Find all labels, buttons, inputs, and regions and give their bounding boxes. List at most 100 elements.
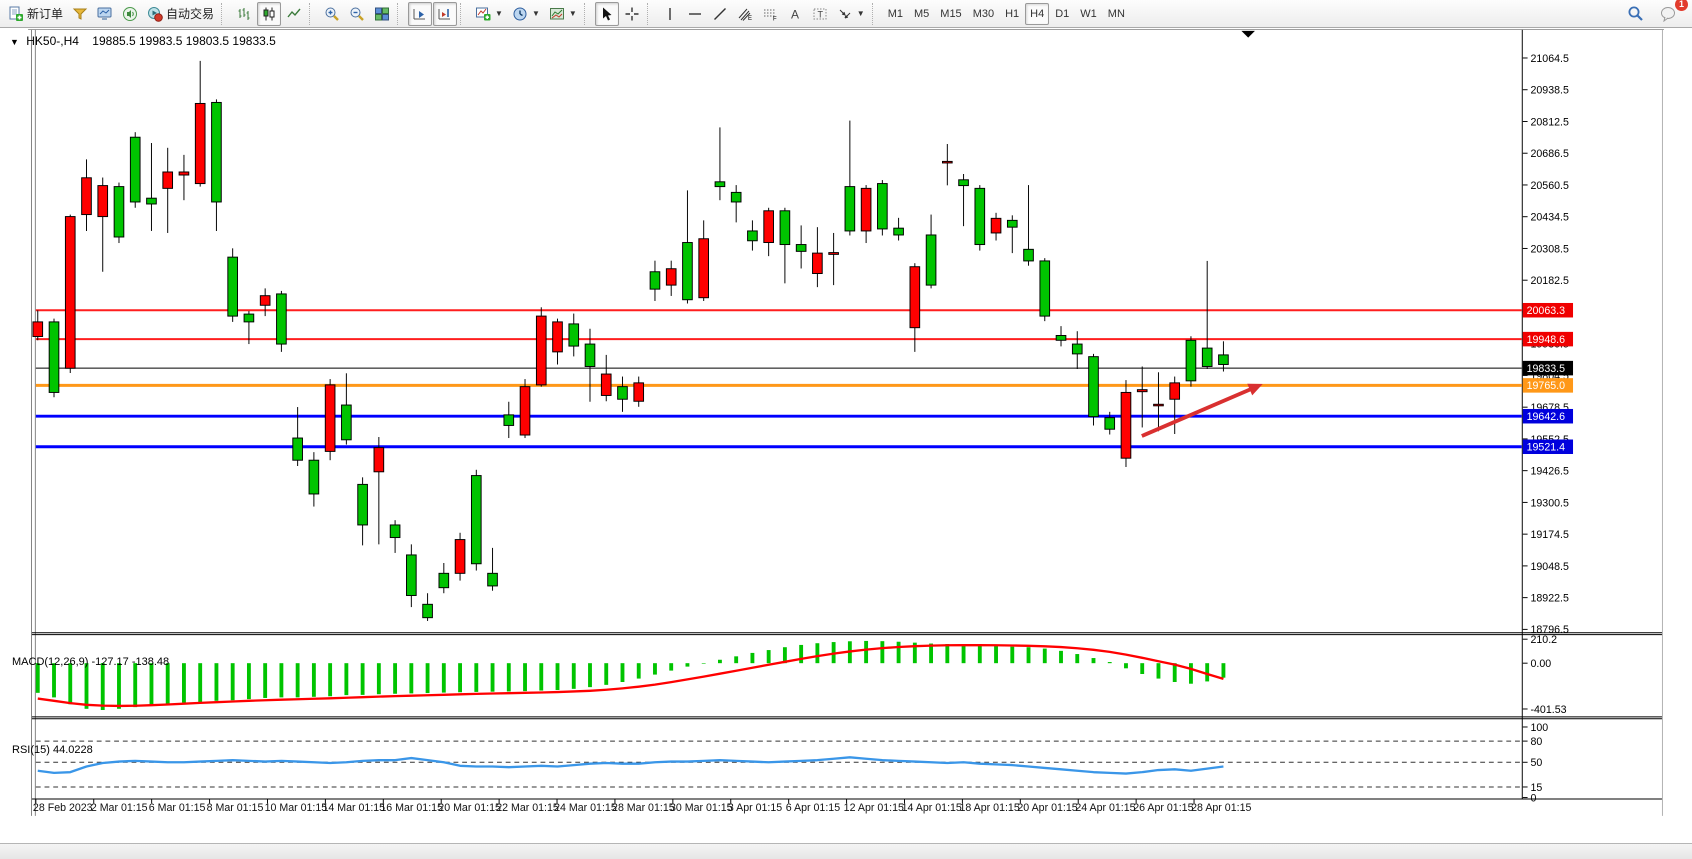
candle-body[interactable] bbox=[909, 266, 921, 329]
timeframe-button-MN[interactable]: MN bbox=[1107, 7, 1125, 20]
candle-body[interactable] bbox=[357, 483, 368, 526]
candle-body[interactable] bbox=[665, 268, 677, 286]
timeframe-button-D1[interactable]: D1 bbox=[1055, 7, 1070, 20]
candle-body[interactable] bbox=[48, 321, 60, 393]
candle-body[interactable] bbox=[925, 234, 937, 286]
candle-body[interactable] bbox=[698, 238, 710, 299]
candle-body[interactable] bbox=[552, 321, 563, 353]
chart-shift-button[interactable] bbox=[433, 1, 458, 26]
candle-body[interactable] bbox=[227, 256, 238, 317]
candle-body[interactable] bbox=[389, 524, 401, 539]
candle-body[interactable] bbox=[519, 386, 531, 436]
notifications-button[interactable]: 1 bbox=[1656, 0, 1688, 26]
fibonacci-button[interactable]: F bbox=[758, 2, 782, 26]
terminal-button[interactable] bbox=[93, 2, 117, 26]
market-depth-button[interactable] bbox=[68, 2, 92, 26]
candle-body[interactable] bbox=[1104, 417, 1116, 430]
candle-body[interactable] bbox=[64, 216, 76, 369]
chart-window[interactable]: ▼ HK50-,H4 19885.5 19983.5 19803.5 19833… bbox=[0, 28, 1692, 843]
candle-body[interactable] bbox=[877, 183, 888, 230]
periods-button[interactable]: ▼ bbox=[508, 2, 544, 26]
candle-body[interactable] bbox=[1185, 339, 1197, 382]
candle-body[interactable] bbox=[162, 171, 174, 189]
candle-body[interactable] bbox=[146, 197, 157, 205]
candle-body[interactable] bbox=[714, 181, 726, 188]
candle-body[interactable] bbox=[1120, 391, 1132, 459]
candle-body[interactable] bbox=[1169, 382, 1181, 400]
candle-body[interactable] bbox=[422, 603, 433, 619]
indicators-button[interactable]: ▼ bbox=[471, 2, 507, 26]
candle-body[interactable] bbox=[568, 323, 580, 347]
timeframe-button-H4[interactable]: H4 bbox=[1025, 2, 1050, 25]
candle-body[interactable] bbox=[990, 217, 1002, 234]
candle-body[interactable] bbox=[1153, 403, 1164, 407]
candle-body[interactable] bbox=[324, 384, 336, 452]
candle-body[interactable] bbox=[795, 244, 807, 252]
candle-body[interactable] bbox=[974, 187, 986, 246]
candle-body[interactable] bbox=[812, 252, 823, 275]
equidistant-channel-button[interactable]: E bbox=[733, 2, 757, 26]
candle-body[interactable] bbox=[1218, 354, 1229, 365]
candle-body[interactable] bbox=[308, 459, 320, 495]
candle-body[interactable] bbox=[893, 227, 904, 236]
new-order-button[interactable]: 新订单 bbox=[4, 2, 67, 26]
candle-body[interactable] bbox=[113, 186, 125, 238]
timeframe-button-M30[interactable]: M30 bbox=[972, 7, 995, 20]
candle-body[interactable] bbox=[503, 414, 515, 426]
candle-body[interactable] bbox=[747, 230, 758, 242]
candle-body[interactable] bbox=[844, 186, 856, 232]
candle-body[interactable] bbox=[276, 293, 287, 345]
candle-body[interactable] bbox=[454, 539, 466, 574]
macd-signal-line[interactable] bbox=[37, 643, 1224, 708]
candle-body[interactable] bbox=[341, 404, 352, 441]
candle-body[interactable] bbox=[860, 187, 872, 232]
candle-body[interactable] bbox=[617, 386, 628, 400]
line-chart-mode-button[interactable] bbox=[282, 2, 306, 26]
candle-body[interactable] bbox=[1088, 356, 1099, 418]
candle-body[interactable] bbox=[97, 185, 109, 218]
candlestick-mode-button[interactable] bbox=[257, 1, 282, 26]
horizontal-line-button[interactable] bbox=[683, 2, 707, 26]
candle-body[interactable] bbox=[730, 191, 742, 203]
candle-body[interactable] bbox=[779, 210, 791, 246]
trend-arrow-head[interactable] bbox=[1247, 383, 1263, 396]
zoom-out-button[interactable] bbox=[345, 2, 369, 26]
rsi-line[interactable] bbox=[37, 756, 1224, 775]
candle-body[interactable] bbox=[373, 447, 385, 473]
candle-body[interactable] bbox=[1071, 343, 1083, 355]
cursor-button[interactable] bbox=[594, 1, 619, 26]
candle-body[interactable] bbox=[600, 373, 612, 396]
candle-body[interactable] bbox=[129, 136, 141, 203]
candle-body[interactable] bbox=[243, 313, 255, 323]
sound-button[interactable] bbox=[118, 2, 142, 26]
timeframe-button-M15[interactable]: M15 bbox=[940, 7, 962, 20]
templates-button[interactable]: ▼ bbox=[545, 2, 581, 26]
candle-body[interactable] bbox=[211, 101, 222, 203]
candle-body[interactable] bbox=[1039, 260, 1051, 317]
trendline-button[interactable] bbox=[708, 2, 732, 26]
candle-body[interactable] bbox=[1136, 389, 1148, 393]
candle-body[interactable] bbox=[682, 242, 693, 301]
candle-body[interactable] bbox=[584, 343, 596, 367]
arrows-button[interactable]: ▼ bbox=[833, 2, 869, 26]
bar-chart-mode-button[interactable] bbox=[232, 2, 256, 26]
auto-scroll-button[interactable] bbox=[408, 1, 433, 26]
candle-body[interactable] bbox=[942, 160, 953, 164]
main-chart-canvas[interactable]: 21064.5 20938.5 20812.5 20686.5 20560.5 20434… bbox=[0, 28, 1692, 843]
candle-body[interactable] bbox=[259, 295, 271, 306]
candle-body[interactable] bbox=[1201, 347, 1213, 367]
timeframe-button-W1[interactable]: W1 bbox=[1080, 7, 1097, 20]
tile-windows-button[interactable] bbox=[370, 2, 394, 26]
candle-body[interactable] bbox=[763, 210, 774, 244]
candle-body[interactable] bbox=[470, 475, 482, 565]
candle-body[interactable] bbox=[649, 271, 661, 290]
candle-body[interactable] bbox=[1055, 335, 1067, 341]
text-button[interactable]: A bbox=[783, 2, 807, 26]
chart-title-bar[interactable]: ▼ HK50-,H4 19885.5 19983.5 19803.5 19833… bbox=[10, 34, 276, 48]
trend-arrow-line[interactable] bbox=[1141, 386, 1253, 438]
timeframe-button-M1[interactable]: M1 bbox=[887, 7, 903, 20]
candle-body[interactable] bbox=[32, 321, 44, 337]
candle-body[interactable] bbox=[406, 554, 417, 596]
vertical-line-button[interactable] bbox=[658, 2, 682, 26]
candle-body[interactable] bbox=[292, 437, 303, 461]
